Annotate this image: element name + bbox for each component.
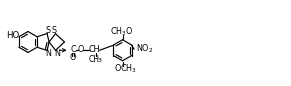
Text: O: O (70, 53, 76, 62)
Text: CH: CH (89, 55, 100, 64)
Text: S: S (45, 26, 50, 35)
Text: N: N (46, 49, 52, 58)
Text: C: C (70, 45, 76, 54)
Text: NO$_2$: NO$_2$ (136, 42, 153, 55)
Text: 3: 3 (97, 58, 101, 63)
Text: N: N (55, 49, 61, 58)
Text: OCH$_3$: OCH$_3$ (114, 63, 137, 75)
Text: CH: CH (89, 45, 100, 54)
Text: CH$_3$O: CH$_3$O (110, 26, 133, 38)
Text: S: S (52, 26, 57, 35)
Text: O: O (77, 45, 84, 54)
Text: HO: HO (6, 31, 19, 40)
